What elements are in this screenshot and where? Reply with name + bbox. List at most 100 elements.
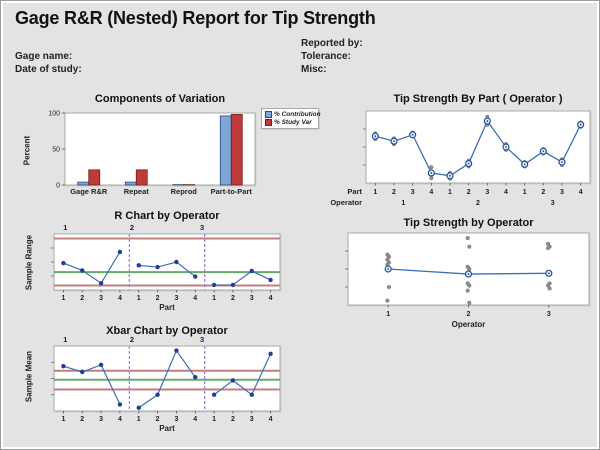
measurement-point xyxy=(465,235,470,241)
part-row-label: Part xyxy=(347,187,362,196)
mean-marker-dot xyxy=(542,150,545,153)
operator-row-label: Operator xyxy=(330,198,362,207)
legend-item-studyvar: % Study Var xyxy=(265,119,315,126)
data-point xyxy=(211,282,217,288)
legend-item-contribution: % Contribution xyxy=(265,111,321,118)
x-category-label: Repeat xyxy=(124,187,150,196)
mean-marker-dot xyxy=(547,272,550,275)
measurement-point xyxy=(465,288,470,293)
mean-marker-dot xyxy=(467,162,470,165)
part-tick-label: 3 xyxy=(99,295,103,302)
mean-marker-dot xyxy=(430,172,433,174)
operator-group-label: 2 xyxy=(130,335,134,344)
y-axis-label: Percent xyxy=(22,135,32,166)
part-tick-label: 1 xyxy=(61,295,65,302)
plot-area xyxy=(53,233,281,291)
data-point xyxy=(117,402,123,407)
part-tick-label: 1 xyxy=(523,189,527,196)
data-point xyxy=(230,282,236,288)
y-tick-label: 50 xyxy=(52,147,60,154)
data-point xyxy=(136,263,141,268)
part-tick-label: 1 xyxy=(137,295,141,302)
part-tick-label: 4 xyxy=(269,416,273,423)
operator-group-label: 1 xyxy=(63,335,67,344)
chart-title: Tip Strength by Operator xyxy=(403,217,534,229)
tip-strength-by-operator-panel: Tip Strength by Operator 1 2 3 Operator xyxy=(333,211,595,331)
part-tick-label: 4 xyxy=(118,295,122,302)
part-tick-label: 4 xyxy=(579,189,583,196)
part-tick-label: 4 xyxy=(429,189,433,196)
mean-marker-dot xyxy=(505,146,507,148)
part-tick-label: 1 xyxy=(373,189,377,196)
report-title: Gage R&R (Nested) Report for Tip Strengt… xyxy=(15,8,376,28)
part-tick-label: 1 xyxy=(212,416,216,423)
data-point xyxy=(174,348,179,353)
data-point xyxy=(249,268,254,274)
part-tick-label: 4 xyxy=(504,189,508,196)
data-point xyxy=(268,277,273,283)
mean-marker-dot xyxy=(411,133,414,136)
legend-label-studyvar: % Study Var xyxy=(274,119,312,126)
data-line xyxy=(138,261,196,278)
operator-tick-label: 3 xyxy=(551,200,555,207)
part-tick-label: 2 xyxy=(80,295,84,302)
part-tick-label: 1 xyxy=(448,189,452,196)
x-axis-label: Part xyxy=(159,303,175,312)
data-point xyxy=(155,392,160,397)
part-tick-label: 3 xyxy=(250,416,254,423)
part-tick-label: 2 xyxy=(231,295,235,302)
y-tick-label: 0 xyxy=(56,183,60,190)
part-tick-label: 1 xyxy=(61,416,65,423)
operator-tick-label: 1 xyxy=(401,200,405,207)
chart-title: Tip Strength By Part ( Operator ) xyxy=(393,93,563,105)
data-point xyxy=(80,369,85,375)
part-tick-label: 3 xyxy=(99,416,103,423)
bar-studyvar xyxy=(230,114,243,186)
data-point xyxy=(80,268,85,273)
x-axis-label: Part xyxy=(159,424,175,433)
data-point xyxy=(61,260,66,266)
mean-marker-dot xyxy=(374,135,377,138)
data-point xyxy=(268,351,273,356)
operator-group-label: 3 xyxy=(200,223,204,232)
part-tick-label: 2 xyxy=(231,416,235,423)
components-of-variation-panel: Components of Variation Percent 0 50 100 Ga… xyxy=(23,91,323,205)
mean-marker-dot xyxy=(449,174,451,177)
measurement-point xyxy=(547,286,552,291)
mean-marker-dot xyxy=(387,268,390,270)
data-line xyxy=(63,364,121,405)
part-tick-label: 2 xyxy=(467,189,471,196)
date-of-study-label: Date of study: xyxy=(15,64,82,75)
tolerance-label: Tolerance: xyxy=(301,51,351,62)
operator-group-label: 2 xyxy=(130,223,134,232)
data-point xyxy=(193,375,198,380)
x-axis-label: Operator xyxy=(452,320,486,329)
part-tick-label: 4 xyxy=(269,295,273,302)
data-point xyxy=(117,249,123,255)
measurement-point xyxy=(545,246,551,251)
chart-title: Xbar Chart by Operator xyxy=(106,325,228,337)
mean-marker-dot xyxy=(561,161,563,164)
data-point xyxy=(193,274,198,279)
data-point xyxy=(249,392,254,397)
part-tick-label: 2 xyxy=(392,189,396,196)
studyvar-swatch-icon xyxy=(265,119,272,126)
legend-label-contribution: % Contribution xyxy=(274,111,321,118)
r-chart: 1 2 3 1 2 3 4 1 2 3 4 1 2 3 4 Part xyxy=(51,223,282,312)
part-tick-label: 2 xyxy=(541,189,545,196)
legend: % Contribution % Study Var xyxy=(261,108,321,129)
x-category-label: Reprod xyxy=(171,187,198,196)
mean-marker-dot xyxy=(579,123,582,126)
measurement-point xyxy=(467,244,472,249)
bar-contribution xyxy=(219,115,232,186)
part-tick-label: 4 xyxy=(118,416,122,423)
reported-by-label: Reported by: xyxy=(301,38,363,49)
data-line xyxy=(63,251,121,285)
replicate-point xyxy=(429,165,434,170)
measurement-point xyxy=(385,298,390,303)
bar-contribution xyxy=(77,181,90,186)
part-tick-label: 2 xyxy=(156,416,160,423)
